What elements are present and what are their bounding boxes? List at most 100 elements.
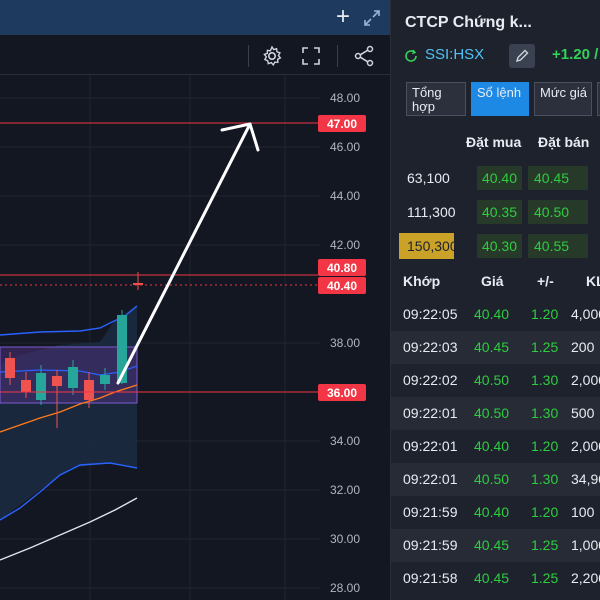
trade-volume: 2,000 [571,438,600,454]
symbol-label[interactable]: SSI:HSX [425,46,485,63]
price-change: +1.20 / - [552,46,600,63]
trade-price: 40.40 [474,306,510,322]
edit-symbol-button[interactable] [509,44,535,68]
chart-toolbar [0,35,390,75]
tab-tong-hop[interactable]: Tổng hợp [406,82,466,116]
chart-background [0,75,390,600]
candle [21,380,31,392]
trade-time: 09:22:01 [403,438,458,454]
price-chart[interactable]: 48.00 46.00 44.00 42.00 38.00 34.00 32.0… [0,75,390,600]
trades-volume-header: KL [586,273,600,289]
trade-row: 09:22:01 40.50 1.30 34,900 [391,463,600,496]
trade-volume: 2,200 [571,570,600,586]
price-marker-label: 40.40 [327,279,357,293]
trade-price: 40.50 [474,405,510,421]
pencil-icon [515,49,529,63]
price-axis: 48.00 46.00 44.00 42.00 38.00 34.00 32.0… [330,91,360,595]
trade-change: 1.25 [531,537,559,553]
orderbook-ask[interactable]: 40.45 [528,166,588,190]
price-axis-label: 30.00 [330,532,360,546]
price-marker-40-40: 40.40 [318,277,366,294]
trade-time: 09:22:01 [403,405,458,421]
gear-icon[interactable] [260,44,284,68]
expand-icon[interactable] [362,8,382,28]
orderbook-ask[interactable]: 40.55 [528,234,588,258]
trade-volume: 1,000 [571,537,600,553]
trade-time: 09:21:59 [403,504,458,520]
trade-time: 09:22:03 [403,339,458,355]
trade-volume: 34,900 [571,471,600,487]
add-icon[interactable]: + [335,3,350,30]
trade-change: 1.30 [531,372,559,388]
trade-price: 40.50 [474,471,510,487]
price-axis-label: 34.00 [330,434,360,448]
trades-change-header: +/- [537,273,554,289]
trade-row: 09:22:01 40.50 1.30 500 [391,397,600,430]
price-axis-label: 32.00 [330,483,360,497]
candle [5,358,15,378]
trade-row: 09:22:03 40.45 1.25 200 [391,331,600,364]
trade-time: 09:22:05 [403,306,458,322]
trade-price: 40.45 [474,339,510,355]
price-axis-label: 46.00 [330,140,360,154]
trade-time: 09:21:58 [403,570,458,586]
trades-header: Khớp Giá +/- KL [391,266,600,296]
orderbook-row: 150,300 40.30 40.55 [391,233,600,259]
trades-time-header: Khớp [403,273,441,289]
trades-price-header: Giá [481,273,504,289]
orderbook-ask[interactable]: 40.50 [528,200,588,224]
candle [52,376,62,386]
candle [36,373,46,400]
bid-header: Đặt mua [466,134,522,150]
price-axis-label: 44.00 [330,189,360,203]
trade-volume: 100 [571,504,595,520]
tab-more[interactable]: T [597,82,600,116]
trade-time: 09:22:02 [403,372,458,388]
orderbook-volume: 150,300 [399,233,458,259]
orderbook-bid[interactable]: 40.30 [477,234,522,258]
trade-change: 1.20 [531,438,559,454]
trade-volume: 500 [571,405,595,421]
price-marker-label: 40.80 [327,261,357,275]
price-axis-label: 48.00 [330,91,360,105]
trade-change: 1.30 [531,471,559,487]
trade-change: 1.20 [531,306,559,322]
ask-header: Đặt bán [538,134,590,150]
toolbar-divider [248,45,249,67]
trade-change: 1.25 [531,339,559,355]
trade-price: 40.50 [474,372,510,388]
target-arrow[interactable] [116,122,260,385]
candle [100,375,110,384]
chart-title-strip: + [0,0,390,35]
price-marker-label: 36.00 [327,386,357,400]
refresh-icon[interactable] [403,48,419,64]
candle [133,283,143,285]
tab-so-lenh[interactable]: Sổ lệnh [471,82,529,116]
stock-name: CTCP Chứng k... [405,14,532,31]
candle [68,367,78,388]
trade-change: 1.20 [531,504,559,520]
trade-price: 40.45 [474,570,510,586]
candles [5,272,143,428]
candle [117,315,127,383]
trade-row: 09:22:01 40.40 1.20 2,000 [391,430,600,463]
candle [84,380,94,400]
trade-time: 09:21:59 [403,537,458,553]
trade-volume: 4,000 [571,306,600,322]
chart-pane[interactable]: + [0,0,390,600]
quote-tabs: Tổng hợp Sổ lệnh Mức giá T [406,82,600,116]
orderbook-bid[interactable]: 40.35 [477,200,522,224]
share-icon[interactable] [352,44,376,68]
trade-price: 40.40 [474,438,510,454]
orderbook-volume: 63,100 [407,170,450,186]
orderbook-bid[interactable]: 40.40 [477,166,522,190]
trade-change: 1.25 [531,570,559,586]
orderbook-volume: 111,300 [407,204,456,220]
orderbook-row: 111,300 40.35 40.50 [391,199,600,225]
symbol-row: SSI:HSX +1.20 / - [403,44,600,68]
tab-muc-gia[interactable]: Mức giá [534,82,592,116]
trade-row: 09:21:58 40.45 1.25 2,200 [391,562,600,595]
trade-time: 09:22:01 [403,471,458,487]
fullscreen-icon[interactable] [299,44,323,68]
trade-price: 40.40 [474,504,510,520]
